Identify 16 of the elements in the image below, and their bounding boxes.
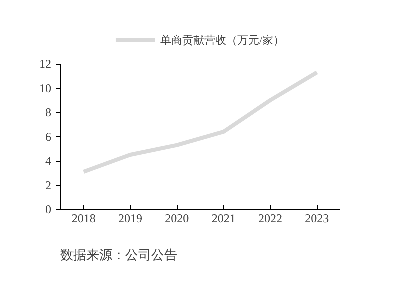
x-tick-label: 2022: [258, 212, 282, 226]
y-tick-label: 10: [40, 81, 52, 96]
x-tick-label: 2018: [72, 212, 96, 226]
x-tick-label: 2020: [165, 212, 190, 226]
line-series: [82, 70, 320, 174]
x-tick-label: 2023: [305, 212, 330, 226]
source-note: 数据来源：公司公告: [60, 248, 178, 262]
y-tick-label: 6: [46, 130, 52, 144]
y-tick-label: 12: [40, 57, 52, 72]
x-tick-label: 2019: [118, 212, 142, 226]
y-tick-label: 0: [46, 202, 52, 216]
y-tick-label: 2: [46, 178, 52, 192]
legend-label: 单商贡献营收（万元/家）: [160, 34, 285, 48]
y-tick-label: 8: [46, 106, 52, 120]
y-tick-label: 4: [46, 154, 52, 168]
x-tick-label: 2021: [212, 212, 236, 226]
